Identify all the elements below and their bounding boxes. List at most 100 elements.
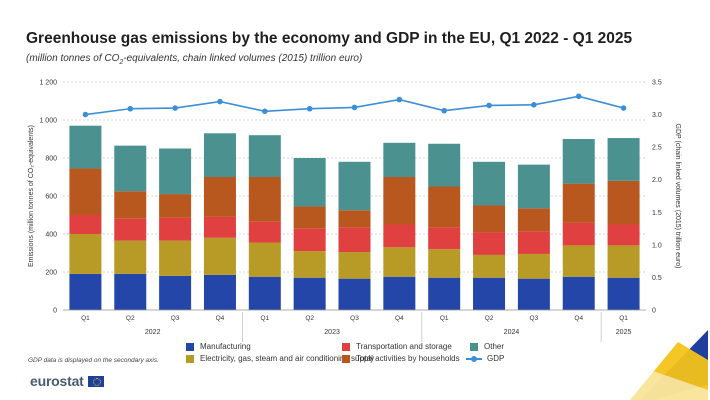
bar-transportation (428, 227, 461, 250)
x-tick-label: Q1 (619, 315, 628, 322)
bar-households (293, 206, 326, 229)
bar-other (159, 148, 192, 195)
y-tick-label: 0 (53, 308, 57, 315)
gdp-point (82, 111, 89, 118)
bar-electricity (473, 254, 506, 278)
bar-manufacturing (159, 275, 192, 310)
gdp-point (396, 96, 403, 103)
bar-households (517, 208, 550, 232)
bar-electricity (428, 249, 461, 278)
x-tick-label: Q4 (216, 315, 225, 322)
x-tick-label: Q1 (440, 315, 449, 322)
x-tick-label: Q3 (530, 315, 539, 322)
chart-title: Greenhouse gas emissions by the economy … (26, 30, 633, 47)
y-tick-label: 1 200 (39, 80, 57, 87)
legend-manufacturing: Manufacturing (186, 342, 251, 351)
bar-other (69, 125, 102, 169)
legend-swatch-manufacturing (186, 342, 194, 351)
legend-swatch-transportation (342, 342, 350, 351)
year-label: 2022 (145, 329, 161, 336)
bar-transportation (338, 227, 371, 253)
legend-label-gdp: GDP (487, 354, 505, 363)
bar-households (69, 168, 102, 215)
bar-manufacturing (428, 277, 461, 310)
gdp-point (262, 108, 268, 115)
bar-transportation (473, 232, 506, 255)
legend-electricity: Electricity, gas, steam and air conditio… (186, 354, 374, 363)
bar-electricity (293, 251, 326, 278)
bar-manufacturing (383, 276, 416, 310)
bar-households (607, 180, 640, 225)
bar-electricity (607, 245, 640, 278)
x-tick-label: Q4 (395, 315, 404, 322)
x-tick-label: Q1 (81, 315, 90, 322)
corner-decoration-icon (610, 330, 708, 400)
gdp-point (306, 105, 313, 112)
legend-label-other: Other (484, 342, 505, 351)
bar-manufacturing (562, 276, 595, 310)
year-label: 2025 (616, 329, 632, 336)
bar-households (428, 186, 461, 228)
bar-households (203, 177, 236, 217)
bar-manufacturing (203, 274, 236, 310)
bar-transportation (293, 228, 326, 252)
gdp-point (486, 102, 492, 109)
year-label: 2024 (504, 329, 520, 336)
gdp-point (575, 93, 582, 100)
eurostat-logo-text: eurostat (30, 373, 84, 389)
y-tick-label: 400 (45, 232, 57, 239)
gdp-point (172, 105, 178, 111)
bar-households (383, 177, 416, 225)
y2-tick-label: 3.0 (652, 112, 662, 119)
bar-other (562, 139, 595, 184)
bar-households (114, 191, 147, 219)
x-tick-label: Q4 (574, 315, 583, 322)
bar-electricity (203, 237, 236, 275)
y-tick-label: 1 000 (39, 118, 57, 125)
bar-manufacturing (517, 278, 550, 310)
bar-manufacturing (338, 278, 371, 310)
legend-label-manufacturing: Manufacturing (200, 342, 251, 351)
bar-electricity (338, 252, 371, 279)
y2-axis-title: GDP (chain linked volumes (2015) trillio… (674, 124, 681, 269)
legend-gdp: GDP (466, 354, 504, 363)
bar-other (114, 145, 147, 192)
legend-label-transportation: Transportation and storage (356, 342, 452, 351)
legend-label-households: Total activities by households (356, 354, 460, 363)
bar-transportation (383, 224, 416, 248)
x-tick-label: Q3 (171, 315, 180, 322)
bar-manufacturing (114, 273, 147, 310)
legend-other: Other (470, 342, 504, 351)
bar-other (517, 164, 550, 209)
subtitle-suffix: -equivalents, chain linked volumes (2015… (123, 53, 363, 64)
y-tick-label: 600 (45, 194, 57, 201)
bar-manufacturing (473, 277, 506, 310)
legend-swatch-other (470, 342, 478, 351)
y2-tick-label: 0 (652, 308, 656, 315)
bar-manufacturing (69, 273, 102, 310)
chart-subtitle: (million tonnes of CO2-equivalents, chai… (26, 53, 362, 66)
eurostat-logo: eurostat (30, 373, 104, 389)
bar-electricity (383, 247, 416, 277)
bar-other (203, 133, 236, 177)
bar-transportation (69, 215, 102, 234)
bar-electricity (114, 240, 147, 274)
x-tick-label: Q3 (350, 315, 359, 322)
bar-manufacturing (293, 277, 326, 310)
bar-households (159, 194, 192, 218)
gdp-point (351, 104, 358, 111)
y2-tick-label: 0.5 (652, 275, 662, 282)
x-tick-label: Q2 (126, 315, 135, 322)
y-tick-label: 800 (45, 156, 57, 163)
bar-other (428, 143, 461, 187)
y2-tick-label: 1.0 (652, 242, 662, 249)
bar-transportation (203, 216, 236, 238)
subtitle-subscript: 2 (119, 59, 124, 66)
gdp-point (217, 98, 223, 105)
legend-swatch-gdp (466, 355, 482, 363)
y2-tick-label: 1.5 (652, 210, 662, 217)
gdp-point (620, 105, 627, 111)
x-tick-label: Q2 (485, 315, 494, 322)
year-label: 2023 (324, 329, 340, 336)
